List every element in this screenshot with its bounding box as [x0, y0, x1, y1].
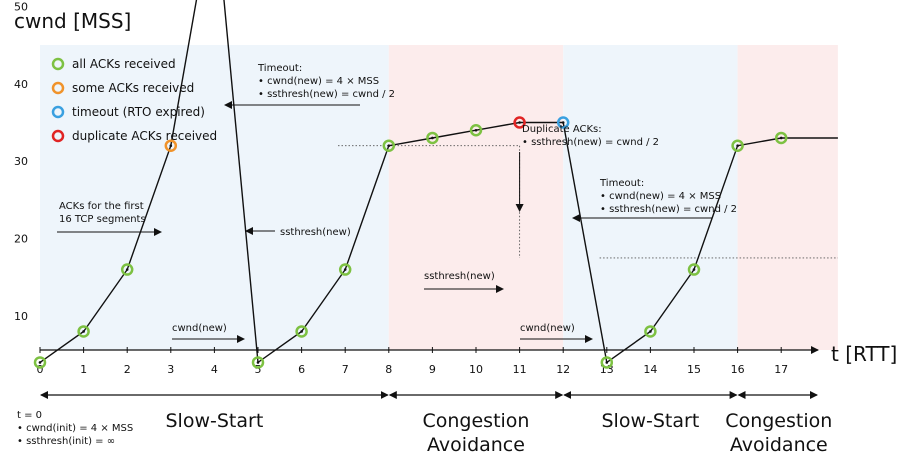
- data-point-center-t16: [736, 144, 739, 148]
- data-point-t14: [644, 325, 657, 338]
- legend-marker-timeout: [51, 105, 65, 119]
- data-point-center-t10: [474, 128, 478, 132]
- data-point-t7: [338, 263, 352, 276]
- legend-label-some: some ACKs received: [72, 81, 194, 95]
- data-point-center-t8: [387, 144, 391, 148]
- data-point-center-t17: [779, 136, 783, 140]
- annotation-dup-acks-line-2: • ssthresh(new) = cwnd / 2: [522, 137, 659, 148]
- phase-band-4: [737, 45, 838, 350]
- phase-label-2-line-1: Congestion: [423, 410, 530, 432]
- init-note-line-2: • cwnd(init) = 4 × MSS: [17, 423, 133, 434]
- annotation-timeout-2-line-3: • ssthresh(new) = cwnd / 2: [600, 204, 737, 215]
- legend-label-timeout: timeout (RTO expired): [72, 105, 205, 119]
- x-axis-title: t [RTT]: [831, 342, 897, 366]
- legend: all ACKs received some ACKs received timeo…: [51, 57, 217, 143]
- annotation-ssthresh-1-line-1: ssthresh(new): [280, 227, 351, 238]
- phase-label-1-line-1: Slow-Start: [166, 410, 264, 432]
- x-tick-label-11: 11: [513, 363, 527, 376]
- data-point-t9: [426, 131, 439, 145]
- annotation-first-acks-line-1: ACKs for the first: [59, 201, 144, 212]
- data-point-center-t3: [169, 144, 173, 148]
- data-point-t0: [33, 356, 47, 369]
- data-point-t8: [382, 139, 396, 152]
- data-point-t13: [600, 356, 614, 369]
- x-tick-label-0: 0: [37, 363, 44, 376]
- data-point-t10: [469, 123, 483, 137]
- init-note-line-3: • ssthresh(init) = ∞: [17, 436, 115, 447]
- x-tick-label-10: 10: [469, 363, 483, 376]
- data-point-center-t1: [82, 330, 85, 333]
- phase-label-4-line-1: Congestion: [725, 410, 832, 432]
- legend-marker-some: [51, 81, 65, 95]
- annotation-timeout-2-line-2: • cwnd(new) = 4 × MSS: [600, 191, 721, 202]
- x-tick-label-5: 5: [255, 363, 262, 376]
- x-tick-label-6: 6: [298, 363, 305, 376]
- annotation-timeout-2-line-1: Timeout:: [599, 178, 644, 189]
- x-tick-label-17: 17: [774, 363, 788, 376]
- data-point-center-t9: [431, 136, 434, 140]
- data-point-center-t7: [343, 268, 347, 271]
- phase-label-2-line-2: Avoidance: [427, 434, 525, 456]
- annotations: ACKs for the first 16 TCP segments Timeout…: [17, 63, 737, 447]
- phase-band-1: [40, 45, 389, 350]
- data-point-t12: [556, 116, 570, 129]
- legend-marker-all: [51, 57, 65, 71]
- x-tick-label-14: 14: [643, 363, 657, 376]
- y-tick-label-50: 50: [14, 0, 28, 13]
- annotation-dup-acks-line-1: Duplicate ACKs:: [522, 124, 602, 135]
- phase-band-3: [563, 45, 738, 350]
- y-tick-label-20: 20: [14, 233, 28, 246]
- annotation-timeout-1-line-2: • cwnd(new) = 4 × MSS: [258, 76, 379, 87]
- data-point-t11: [513, 116, 526, 129]
- annotation-first-acks-line-2: 16 TCP segments: [59, 214, 146, 225]
- x-tick-label-1: 1: [80, 363, 87, 376]
- legend-marker-duplicate: [51, 129, 65, 143]
- data-point-center-t11: [518, 121, 521, 124]
- data-point-center-t2: [125, 268, 129, 271]
- phase-label-4-line-2: Avoidance: [730, 434, 828, 456]
- data-point-t15: [687, 263, 701, 276]
- annotation-cwnd-1-line-1: cwnd(new): [172, 323, 227, 334]
- data-point-t3: [164, 139, 178, 152]
- x-tick-label-12: 12: [556, 363, 570, 376]
- legend-label-all: all ACKs received: [72, 57, 176, 71]
- y-tick-label-30: 30: [14, 155, 28, 168]
- phase-band-2: [388, 45, 564, 350]
- data-point-t1: [77, 325, 90, 338]
- phase-label-3-line-1: Slow-Start: [602, 410, 700, 432]
- data-point-center-t12: [561, 121, 565, 124]
- annotation-timeout-1-line-3: • ssthresh(new) = cwnd / 2: [258, 89, 395, 100]
- x-tick-label-7: 7: [342, 363, 349, 376]
- x-tick-label-4: 4: [211, 363, 218, 376]
- legend-label-duplicate: duplicate ACKs received: [72, 129, 217, 143]
- annotation-timeout-1-line-1: Timeout:: [257, 63, 302, 74]
- x-tick-label-2: 2: [124, 363, 131, 376]
- x-tick-label-9: 9: [429, 363, 436, 376]
- y-tick-label-40: 40: [14, 78, 28, 91]
- data-point-t2: [120, 263, 134, 276]
- annotation-cwnd-2-line-1: cwnd(new): [520, 323, 575, 334]
- data-point-center-t0: [38, 361, 42, 364]
- x-tick-label-3: 3: [167, 363, 174, 376]
- y-tick-label-10: 10: [14, 310, 28, 323]
- y-axis-title: cwnd [MSS]: [14, 9, 131, 33]
- x-tick-label-16: 16: [731, 363, 745, 376]
- data-point-center-t13: [605, 361, 609, 364]
- cwnd-points: [33, 116, 788, 369]
- data-point-t5: [251, 356, 265, 369]
- x-tick-label-8: 8: [385, 363, 392, 376]
- data-point-center-t5: [256, 361, 260, 364]
- annotation-ssthresh-2-line-1: ssthresh(new): [424, 271, 495, 282]
- init-note-line-1: t = 0: [17, 410, 42, 421]
- data-point-t17: [774, 131, 788, 145]
- data-point-t16: [731, 139, 744, 152]
- data-point-center-t14: [649, 330, 652, 333]
- data-point-center-t6: [300, 330, 303, 333]
- data-point-center-t15: [692, 268, 696, 271]
- x-tick-label-15: 15: [687, 363, 701, 376]
- data-point-t6: [295, 325, 308, 338]
- phase-bands: [40, 45, 838, 350]
